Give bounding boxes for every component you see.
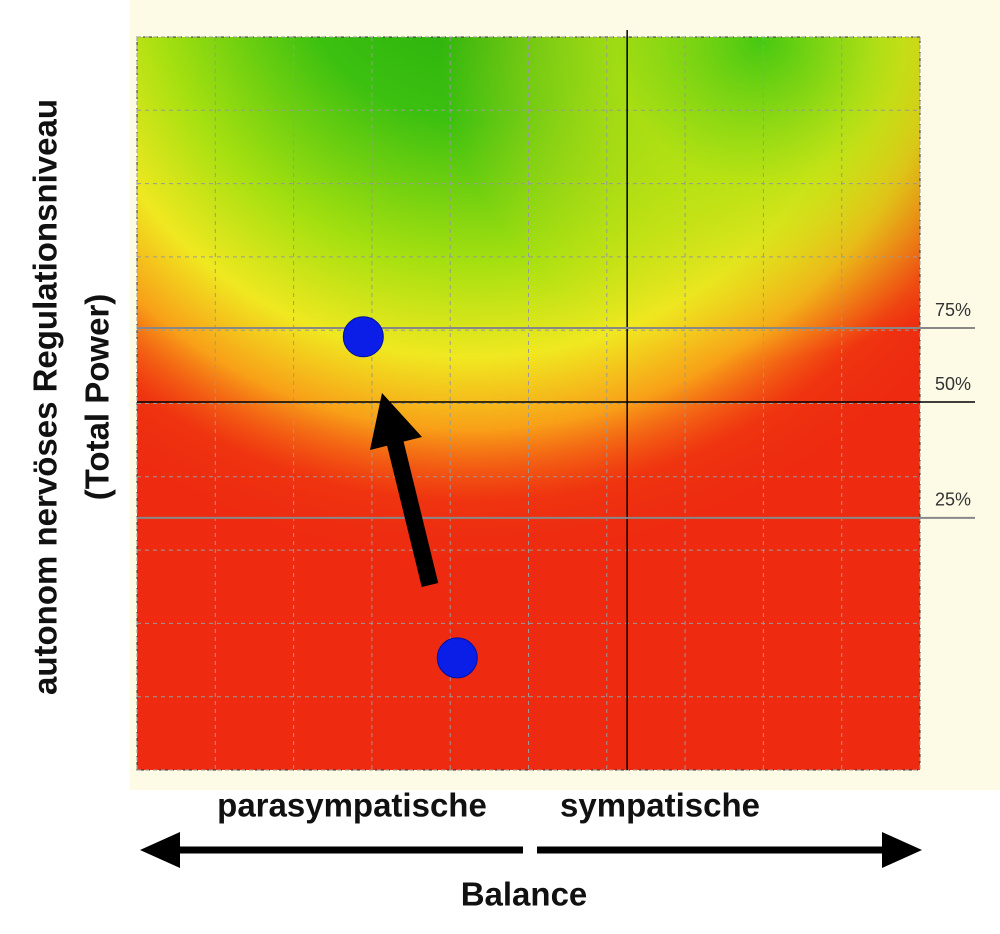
y-axis-title: autonom nervöses Regulationsniveau — [27, 99, 64, 695]
trend-arrow-head — [370, 393, 422, 450]
x-side-label: parasympatische — [217, 787, 487, 824]
percentile-label: 25% — [935, 490, 971, 510]
x-axis-title: Balance — [461, 876, 588, 913]
y-axis-title: (Total Power) — [79, 294, 116, 501]
percentile-label: 50% — [935, 374, 971, 394]
plot-layer: 75% 50% 25% — [136, 30, 975, 771]
left-margin — [0, 0, 130, 934]
data-point — [342, 316, 384, 358]
left-arrow-head — [140, 832, 180, 868]
x-side-label: sympatische — [560, 787, 760, 824]
trend-arrow — [383, 427, 439, 588]
percentile-label: 75% — [935, 300, 971, 320]
data-point — [436, 637, 478, 679]
right-arrow-head — [882, 832, 922, 868]
